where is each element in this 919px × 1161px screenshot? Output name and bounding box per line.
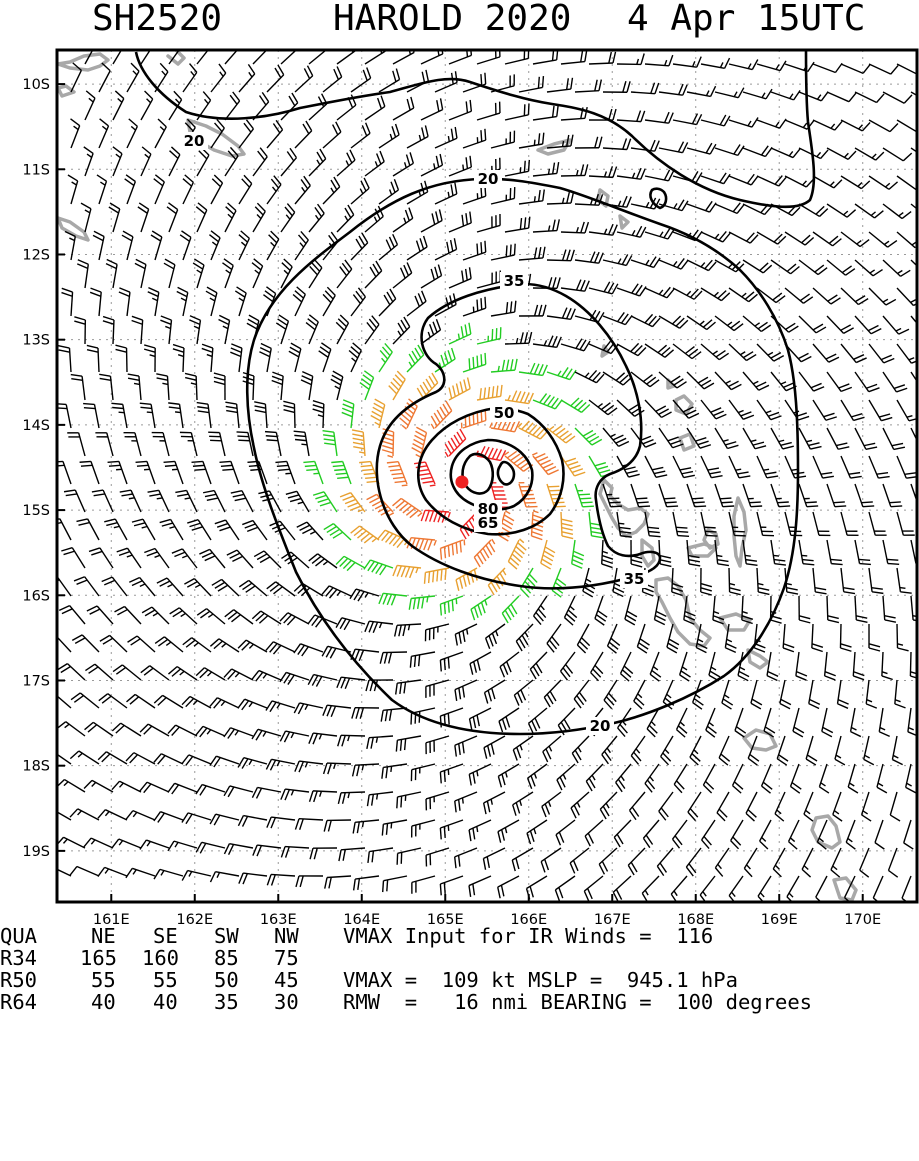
lat-tick-label: 18S xyxy=(22,759,50,775)
lat-tick-label: 19S xyxy=(22,844,50,860)
storm-center-marker xyxy=(455,475,468,488)
lon-tick-label: 169E xyxy=(761,912,798,926)
table-row-r34: R34 165 160 85 75 xyxy=(0,948,919,970)
lon-tick-label: 162E xyxy=(176,912,213,926)
lat-tick-label: 12S xyxy=(22,247,50,263)
lat-tick-label: 13S xyxy=(22,333,50,349)
contour-label-20-s: 20 xyxy=(590,717,611,735)
value-ne: 40 xyxy=(91,992,116,1013)
value-sw: 85 xyxy=(214,948,239,969)
contour-label-20-n: 20 xyxy=(478,170,499,188)
value-sw: 50 xyxy=(214,970,239,991)
header-ne: NE xyxy=(91,926,116,947)
value-nw: 30 xyxy=(274,992,299,1013)
table-row-r64: R64 40 40 35 30 RMW = 16 nmi BEARING = 1… xyxy=(0,992,919,1014)
contour-label-80: 80 xyxy=(478,500,499,518)
row-label: R34 xyxy=(0,948,37,969)
rmw-bearing: RMW = 16 nmi BEARING = 100 degrees xyxy=(343,992,812,1013)
value-sw: 35 xyxy=(214,992,239,1013)
header-nw: NW xyxy=(274,926,299,947)
vmax-ir-input: VMAX Input for IR Winds = 116 xyxy=(343,926,713,947)
value-se: 55 xyxy=(153,970,178,991)
contour-label-20-nw: 20 xyxy=(184,132,205,150)
contour-label-35-n: 35 xyxy=(504,272,525,290)
value-nw: 75 xyxy=(274,948,299,969)
lat-tick-label: 14S xyxy=(22,418,50,434)
lat-tick-label: 10S xyxy=(22,77,50,93)
header-se: SE xyxy=(153,926,178,947)
contour-label-35-se: 35 xyxy=(624,570,645,588)
lat-tick-label: 16S xyxy=(22,588,50,604)
wind-radii-table: QUA NE SE SW NW VMAX Input for IR Winds … xyxy=(0,926,919,1014)
lat-tick-label: 11S xyxy=(22,162,50,178)
header-qua: QUA xyxy=(0,926,37,947)
table-header-row: QUA NE SE SW NW VMAX Input for IR Winds … xyxy=(0,926,919,948)
vmax-mslp: VMAX = 109 kt MSLP = 945.1 hPa xyxy=(343,970,738,991)
table-row-r50: R50 55 55 50 45 VMAX = 109 kt MSLP = 945… xyxy=(0,970,919,992)
header-sw: SW xyxy=(214,926,239,947)
value-se: 40 xyxy=(153,992,178,1013)
value-se: 160 xyxy=(142,948,179,969)
value-ne: 55 xyxy=(91,970,116,991)
row-label: R64 xyxy=(0,992,37,1013)
lat-tick-label: 15S xyxy=(22,503,50,519)
contour-label-50: 50 xyxy=(494,404,515,422)
value-nw: 45 xyxy=(274,970,299,991)
lat-tick-label: 17S xyxy=(22,673,50,689)
wind-analysis-map: 20 20 20 35 35 50 65 80 10S11S12S13S14S1… xyxy=(0,0,919,926)
value-ne: 165 xyxy=(80,948,117,969)
lon-tick-label: 170E xyxy=(844,912,881,926)
row-label: R50 xyxy=(0,970,37,991)
